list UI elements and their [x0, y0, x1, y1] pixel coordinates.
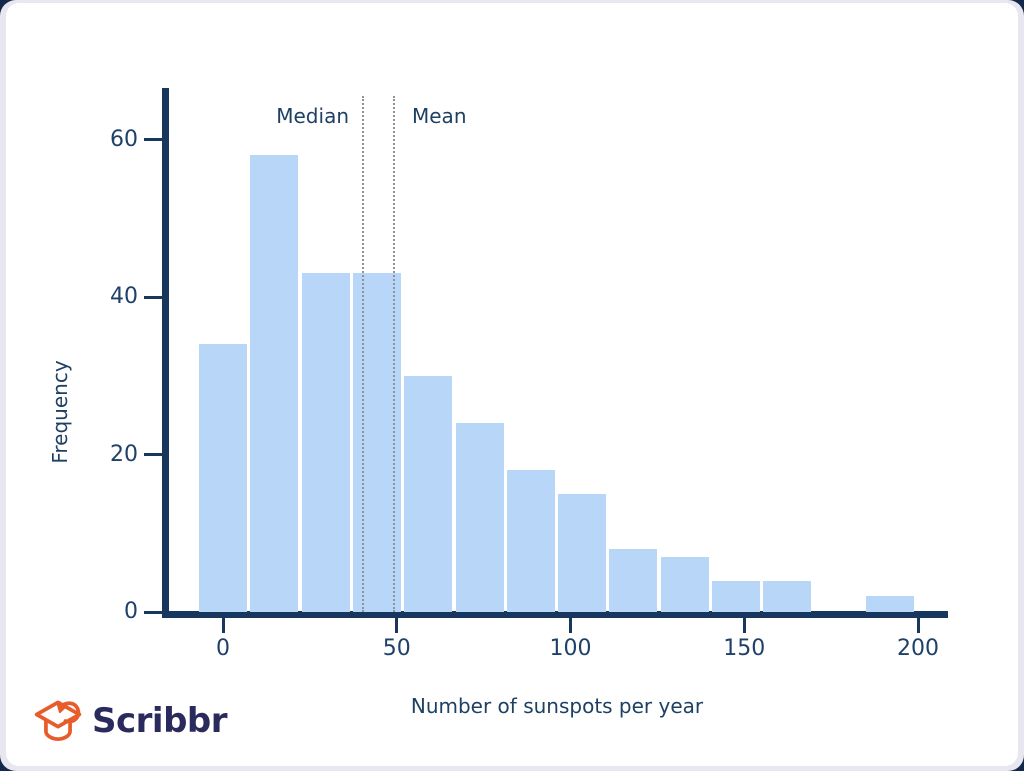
- y-tick-label: 40: [110, 284, 138, 309]
- x-tick-label: 150: [723, 636, 766, 661]
- x-tick-label: 0: [216, 636, 230, 661]
- histogram-bar: [455, 423, 504, 612]
- y-tick-mark: [144, 138, 163, 141]
- y-tick-mark: [144, 453, 163, 456]
- y-axis-line: [162, 88, 169, 618]
- y-tick-mark: [144, 295, 163, 299]
- mean-line: [393, 96, 396, 612]
- y-tick-label: 60: [110, 126, 138, 152]
- x-tick-mark: [221, 618, 225, 633]
- histogram-bar: [660, 556, 709, 612]
- histogram-bar: [404, 375, 453, 612]
- histogram-bar: [199, 344, 247, 612]
- scribbr-logo: Scribbr: [32, 694, 228, 748]
- x-axis-line: [162, 611, 948, 618]
- histogram-bar: [865, 596, 914, 612]
- histogram-bar: [712, 580, 760, 612]
- histogram-bar: [763, 580, 812, 612]
- y-tick-label: 20: [110, 441, 138, 467]
- histogram-bar: [558, 493, 607, 612]
- x-axis-title: Number of sunspots per year: [410, 694, 704, 718]
- histogram-bar: [352, 273, 401, 612]
- histogram-bar: [609, 549, 658, 612]
- mean-label: Mean: [412, 104, 467, 128]
- histogram-bar: [506, 470, 555, 612]
- scribbr-wordmark: Scribbr: [92, 701, 228, 741]
- histogram-bar: [301, 273, 350, 612]
- x-tick-mark: [916, 618, 920, 633]
- x-tick-mark: [395, 618, 399, 633]
- x-tick-mark: [569, 618, 572, 633]
- histogram-bar: [250, 155, 299, 612]
- chart-card: [6, 3, 1018, 766]
- x-tick-label: 50: [382, 636, 411, 661]
- median-line: [362, 96, 364, 612]
- y-axis-title: Frequency: [48, 360, 72, 464]
- median-label: Median: [276, 104, 349, 128]
- x-tick-label: 200: [897, 636, 939, 661]
- scribbr-cap-icon: [32, 695, 84, 747]
- x-tick-label: 100: [549, 636, 592, 661]
- y-tick-label: 0: [124, 599, 138, 624]
- x-tick-mark: [742, 618, 746, 633]
- y-tick-mark: [144, 610, 163, 614]
